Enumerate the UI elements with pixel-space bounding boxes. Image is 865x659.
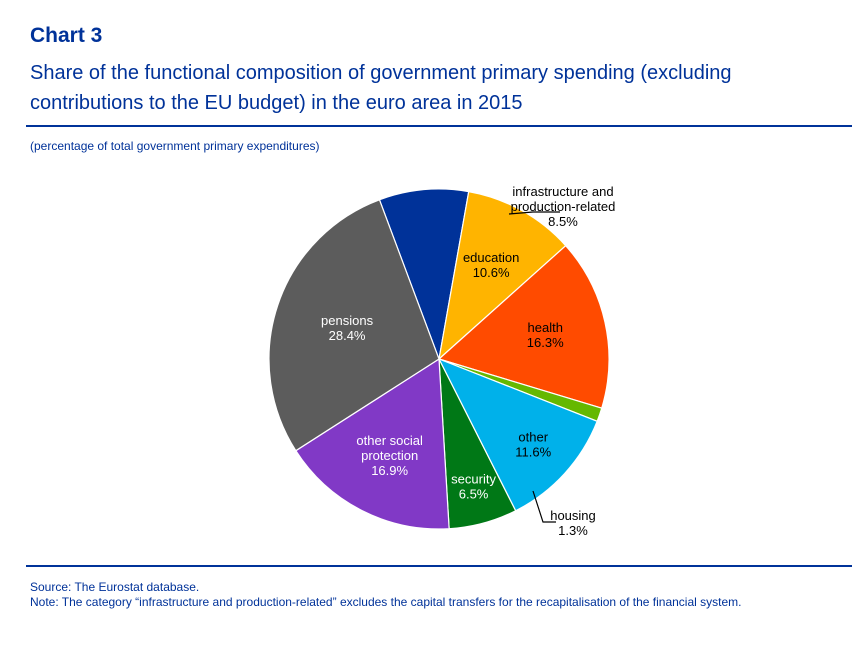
- pie-slice-pensions: [268, 198, 440, 452]
- footnote: Note: The category “infrastructure and p…: [30, 595, 742, 609]
- slice-label-housing: housing 1.3%: [550, 508, 596, 538]
- slice-value-other-social-protection: 16.9%: [371, 463, 408, 478]
- pie-slice-education: [438, 190, 567, 361]
- slice-label-health: health 16.3%: [527, 320, 564, 350]
- pie-slice-health: [437, 244, 610, 409]
- chart-number: Chart 3: [30, 24, 103, 47]
- leader-line-housing: [532, 490, 556, 523]
- slice-label-line: health: [528, 320, 563, 335]
- chart-title-line-1: Share of the functional composition of g…: [30, 62, 732, 84]
- slice-label-line: security: [451, 472, 496, 487]
- slice-label-line: protection: [361, 448, 418, 463]
- slice-label-line: production-related: [511, 199, 616, 214]
- slice-value-other: 11.6%: [515, 444, 551, 459]
- slice-value-education: 10.6%: [473, 265, 510, 280]
- slice-value-pensions: 28.4%: [329, 328, 366, 343]
- footer: Source: The Eurostat database. Note: The…: [30, 580, 741, 610]
- slice-value-infrastructure-and-production-related: 8.5%: [548, 214, 578, 229]
- slice-label-line: other: [518, 429, 548, 444]
- slice-label-line: pensions: [321, 313, 374, 328]
- slice-label-pensions: pensions 28.4%: [321, 313, 374, 343]
- slice-label-line: housing: [550, 508, 596, 523]
- pie-slice-other: [437, 357, 598, 512]
- chart-title: Share of the functional composition of g…: [30, 58, 850, 118]
- source-note: Source: The Eurostat database.: [30, 580, 200, 594]
- bottom-divider: [26, 565, 852, 567]
- slice-label-education: education 10.6%: [463, 250, 519, 280]
- leader-line-infrastructure-and-production-related: [508, 211, 560, 215]
- slice-value-health: 16.3%: [527, 335, 564, 350]
- slice-label-line: other social: [356, 433, 423, 448]
- slice-value-housing: 1.3%: [558, 523, 588, 538]
- chart-title-line-2: contributions to the EU budget) in the e…: [30, 92, 523, 114]
- slice-label-other: other 11.6%: [515, 429, 551, 459]
- slice-label-security: security 6.5%: [451, 472, 496, 502]
- chart-subtitle: (percentage of total government primary …: [30, 139, 320, 153]
- slice-label-line: education: [463, 250, 519, 265]
- slice-value-security: 6.5%: [459, 487, 489, 502]
- pie-slice-other-social-protection: [295, 357, 450, 530]
- top-divider: [26, 125, 852, 127]
- slice-label-infrastructure-and-production-related: infrastructure and production-related 8.5%: [511, 184, 616, 229]
- slice-label-line: infrastructure and: [512, 184, 613, 199]
- slice-label-other-social-protection: other social protection 16.9%: [356, 433, 423, 478]
